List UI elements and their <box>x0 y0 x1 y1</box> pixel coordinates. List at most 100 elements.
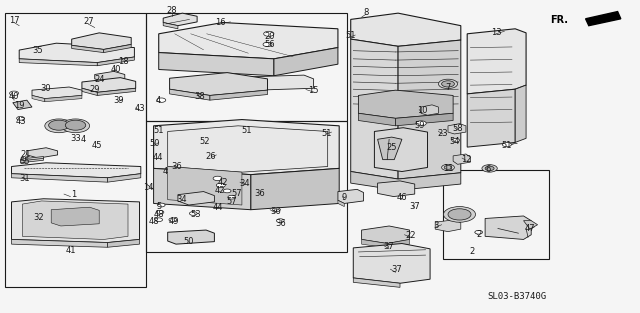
Polygon shape <box>351 13 461 46</box>
Polygon shape <box>170 73 268 95</box>
Polygon shape <box>97 88 136 95</box>
Polygon shape <box>358 90 453 118</box>
Polygon shape <box>22 201 128 239</box>
Polygon shape <box>12 174 108 182</box>
Polygon shape <box>210 90 268 100</box>
Polygon shape <box>398 40 461 179</box>
Polygon shape <box>225 87 238 94</box>
Text: 15: 15 <box>308 86 319 95</box>
Text: 52: 52 <box>200 137 210 146</box>
Text: 45: 45 <box>92 141 102 150</box>
Circle shape <box>189 212 197 215</box>
Text: 2: 2 <box>470 248 475 256</box>
Text: 49: 49 <box>169 217 179 226</box>
Polygon shape <box>251 168 339 210</box>
Text: 21: 21 <box>20 150 31 159</box>
Text: 48: 48 <box>148 217 159 226</box>
Text: 12: 12 <box>461 155 471 163</box>
Text: 22: 22 <box>406 231 416 240</box>
Polygon shape <box>51 207 99 226</box>
Polygon shape <box>45 95 82 102</box>
Circle shape <box>452 138 460 142</box>
Text: 40: 40 <box>111 65 121 74</box>
Circle shape <box>155 218 163 222</box>
Polygon shape <box>154 168 251 210</box>
Text: 3: 3 <box>434 222 439 230</box>
Circle shape <box>475 230 483 234</box>
Text: 1: 1 <box>71 190 76 199</box>
Polygon shape <box>467 29 526 94</box>
Polygon shape <box>353 244 430 283</box>
Polygon shape <box>178 192 214 205</box>
Polygon shape <box>485 216 531 239</box>
Polygon shape <box>20 156 44 163</box>
Polygon shape <box>467 89 515 147</box>
Text: 27: 27 <box>83 18 93 26</box>
Text: 24: 24 <box>95 75 105 84</box>
Bar <box>146 121 347 252</box>
Circle shape <box>442 164 454 171</box>
Text: 11: 11 <box>443 164 453 173</box>
Text: 50: 50 <box>184 237 194 246</box>
Polygon shape <box>448 124 466 134</box>
Text: 16: 16 <box>216 18 226 27</box>
Bar <box>146 13 347 121</box>
Text: 56: 56 <box>265 40 275 49</box>
Text: 51: 51 <box>346 32 356 40</box>
Text: 42: 42 <box>218 178 228 187</box>
Polygon shape <box>353 278 400 287</box>
Circle shape <box>416 121 426 126</box>
Polygon shape <box>435 220 461 232</box>
Text: 51: 51 <box>154 126 164 135</box>
Text: 19: 19 <box>14 101 24 110</box>
Text: 4: 4 <box>156 96 161 105</box>
Circle shape <box>263 42 272 47</box>
Polygon shape <box>338 200 344 207</box>
Polygon shape <box>104 44 131 53</box>
Circle shape <box>157 98 166 102</box>
Text: 4: 4 <box>81 136 86 144</box>
Text: 39: 39 <box>113 96 124 105</box>
Polygon shape <box>82 88 97 95</box>
Polygon shape <box>586 12 621 26</box>
Circle shape <box>485 166 494 171</box>
Text: 57: 57 <box>227 197 237 206</box>
Circle shape <box>223 189 231 193</box>
Text: 13: 13 <box>491 28 501 37</box>
Circle shape <box>49 120 69 130</box>
Polygon shape <box>168 167 242 205</box>
Text: 14: 14 <box>143 183 154 192</box>
Text: 51: 51 <box>241 126 252 135</box>
Text: 34: 34 <box>176 195 186 204</box>
Polygon shape <box>72 33 131 49</box>
Polygon shape <box>274 48 338 76</box>
Circle shape <box>17 116 24 120</box>
Circle shape <box>169 218 177 222</box>
Text: 47: 47 <box>525 224 535 233</box>
Circle shape <box>482 165 497 172</box>
Text: 9: 9 <box>342 193 347 202</box>
Text: 36: 36 <box>254 189 264 198</box>
Circle shape <box>444 207 476 222</box>
Polygon shape <box>515 85 526 142</box>
Text: 23: 23 <box>438 129 448 137</box>
Circle shape <box>10 91 19 95</box>
Polygon shape <box>12 239 108 247</box>
Polygon shape <box>12 199 140 243</box>
Circle shape <box>442 81 454 87</box>
Text: 36: 36 <box>270 207 280 216</box>
Text: 38: 38 <box>195 92 205 100</box>
Polygon shape <box>378 137 402 160</box>
Text: 5: 5 <box>156 202 161 211</box>
Text: 37: 37 <box>384 242 394 251</box>
Text: 48: 48 <box>154 210 164 219</box>
Text: 37: 37 <box>392 265 402 274</box>
Text: 20: 20 <box>265 32 275 41</box>
Bar <box>5 13 146 287</box>
Text: 53: 53 <box>190 210 200 219</box>
Polygon shape <box>95 71 125 82</box>
Polygon shape <box>225 75 314 91</box>
Text: 42: 42 <box>215 186 225 195</box>
Text: 30: 30 <box>41 84 51 93</box>
Text: 55: 55 <box>19 157 29 166</box>
